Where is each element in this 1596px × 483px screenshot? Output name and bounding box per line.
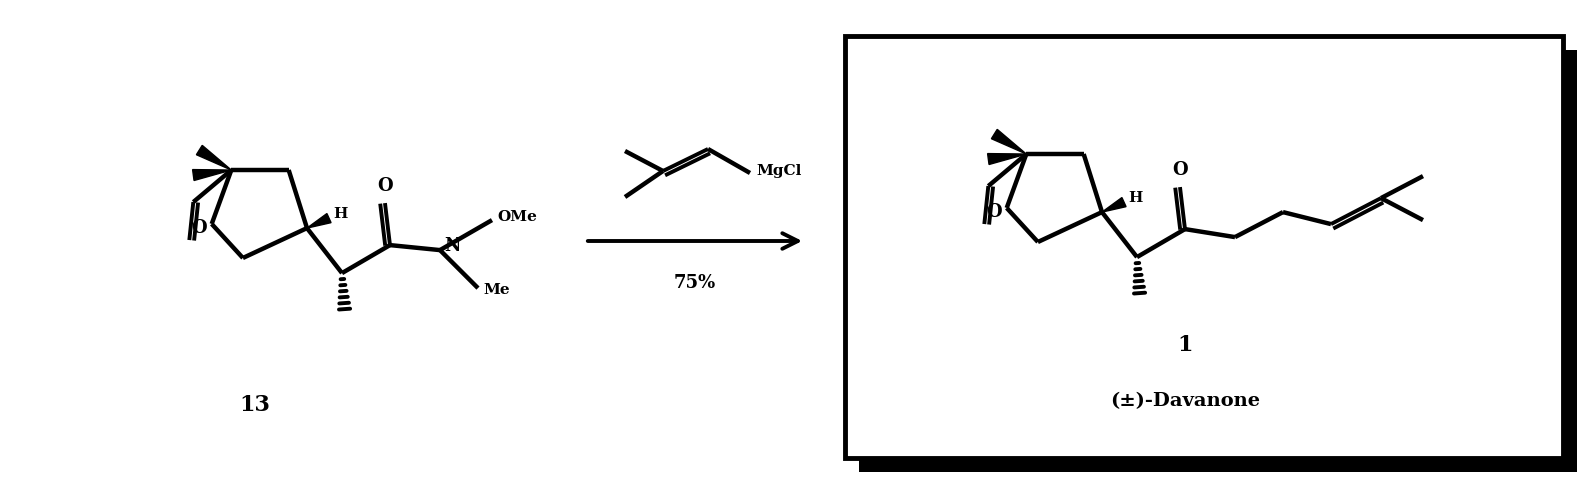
Text: 75%: 75% <box>674 274 717 292</box>
FancyBboxPatch shape <box>859 50 1577 472</box>
Text: 1: 1 <box>1178 334 1192 356</box>
Polygon shape <box>196 145 231 170</box>
Text: (±)-Davanone: (±)-Davanone <box>1109 392 1259 410</box>
Text: Me: Me <box>484 283 509 297</box>
FancyBboxPatch shape <box>844 36 1562 458</box>
Text: OMe: OMe <box>496 210 536 224</box>
Text: H: H <box>334 207 348 221</box>
Text: 13: 13 <box>239 394 270 416</box>
Polygon shape <box>991 129 1026 154</box>
Text: MgCl: MgCl <box>757 164 801 178</box>
Polygon shape <box>193 170 231 181</box>
Text: O: O <box>986 203 1002 221</box>
Text: H: H <box>1128 191 1143 205</box>
Text: O: O <box>1171 161 1187 179</box>
Text: O: O <box>377 177 393 195</box>
Polygon shape <box>988 154 1026 165</box>
Text: O: O <box>192 219 206 237</box>
Text: N: N <box>444 237 461 255</box>
Polygon shape <box>1101 198 1127 212</box>
Polygon shape <box>306 213 330 228</box>
